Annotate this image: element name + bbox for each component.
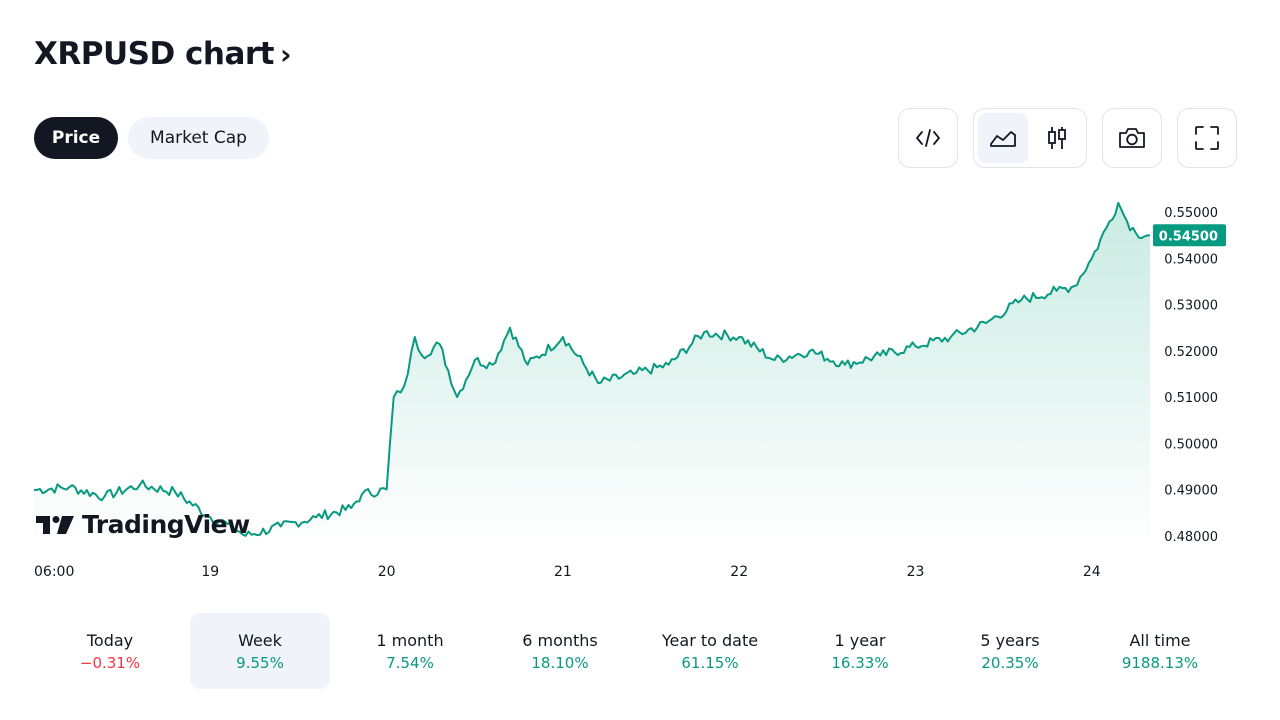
- period-change: 9.55%: [236, 654, 284, 672]
- fullscreen-button[interactable]: [1177, 108, 1237, 168]
- x-axis-tick-label: 19: [201, 564, 219, 580]
- period-change: 7.54%: [386, 654, 434, 672]
- period-all-time[interactable]: All time 9188.13%: [1090, 613, 1230, 689]
- x-axis-tick-label: 23: [907, 564, 925, 580]
- chart-style-toggle: [973, 108, 1087, 168]
- period-1-year[interactable]: 1 year 16.33%: [790, 613, 930, 689]
- period-change: −0.31%: [79, 654, 141, 672]
- embed-button[interactable]: [898, 108, 958, 168]
- code-icon: [916, 129, 940, 147]
- tradingview-logo[interactable]: TradingView: [36, 510, 250, 539]
- area-chart-button[interactable]: [978, 113, 1028, 163]
- period-today[interactable]: Today −0.31%: [40, 613, 180, 689]
- period-label: Year to date: [661, 631, 759, 650]
- candles-icon: [1048, 127, 1066, 149]
- x-axis-tick-label: 24: [1083, 564, 1101, 580]
- period-change: 61.15%: [681, 654, 739, 672]
- period-week[interactable]: Week 9.55%: [190, 613, 330, 689]
- y-axis-tick-label: 0.53000: [1164, 299, 1218, 314]
- period-label: 1 year: [834, 631, 886, 650]
- period-label: 5 years: [980, 631, 1040, 650]
- y-axis-tick-label: 0.48000: [1164, 530, 1218, 545]
- x-axis-tick-label: 20: [378, 564, 396, 580]
- y-axis-tick-label: 0.51000: [1164, 391, 1218, 406]
- y-axis-tick-label: 0.54000: [1164, 252, 1218, 267]
- y-axis-tick-label: 0.49000: [1164, 484, 1218, 499]
- period-change: 16.33%: [831, 654, 889, 672]
- period-label: Week: [238, 631, 282, 650]
- period-label: 6 months: [522, 631, 598, 650]
- y-axis-tick-label: 0.55000: [1164, 206, 1218, 221]
- period-label: All time: [1129, 631, 1191, 650]
- period-change: 18.10%: [531, 654, 589, 672]
- last-price-badge: [1153, 224, 1226, 247]
- period-label: Today: [86, 631, 134, 650]
- candles-button[interactable]: [1032, 113, 1082, 163]
- period-5-years[interactable]: 5 years 20.35%: [940, 613, 1080, 689]
- period-1-month[interactable]: 1 month 7.54%: [340, 613, 480, 689]
- period-6-months[interactable]: 6 months 18.10%: [490, 613, 630, 689]
- period-label: 1 month: [376, 631, 444, 650]
- tradingview-logo-icon: [36, 515, 74, 534]
- last-price-label: 0.54500: [1159, 229, 1218, 244]
- chevron-right-icon: ›: [280, 37, 292, 71]
- x-axis-tick-label: 21: [554, 564, 572, 580]
- page-title-text: XRPUSD chart: [34, 36, 275, 72]
- camera-icon: [1119, 128, 1145, 148]
- period-change: 9188.13%: [1121, 654, 1199, 672]
- price-tab[interactable]: Price: [34, 117, 118, 159]
- area-chart-icon: [990, 131, 1016, 147]
- price-area-fill: [34, 202, 1150, 545]
- x-axis-tick-label: 22: [730, 564, 748, 580]
- screenshot-button[interactable]: [1102, 108, 1162, 168]
- market-cap-tab[interactable]: Market Cap: [128, 117, 269, 159]
- period-change: 20.35%: [981, 654, 1039, 672]
- price-chart[interactable]: 0.55000 0.54000 0.53000 0.52000 0.51000 0.500…: [0, 180, 1280, 590]
- x-axis-tick-label: 06:00: [34, 564, 74, 580]
- y-axis-tick-label: 0.52000: [1164, 345, 1218, 360]
- y-axis-tick-label: 0.50000: [1164, 437, 1218, 452]
- tradingview-logo-text: TradingView: [82, 510, 250, 539]
- period-year-to-date[interactable]: Year to date 61.15%: [640, 613, 780, 689]
- page-title[interactable]: XRPUSD chart ›: [34, 36, 292, 72]
- price-line: [33, 201, 1151, 537]
- fullscreen-icon: [1195, 126, 1219, 150]
